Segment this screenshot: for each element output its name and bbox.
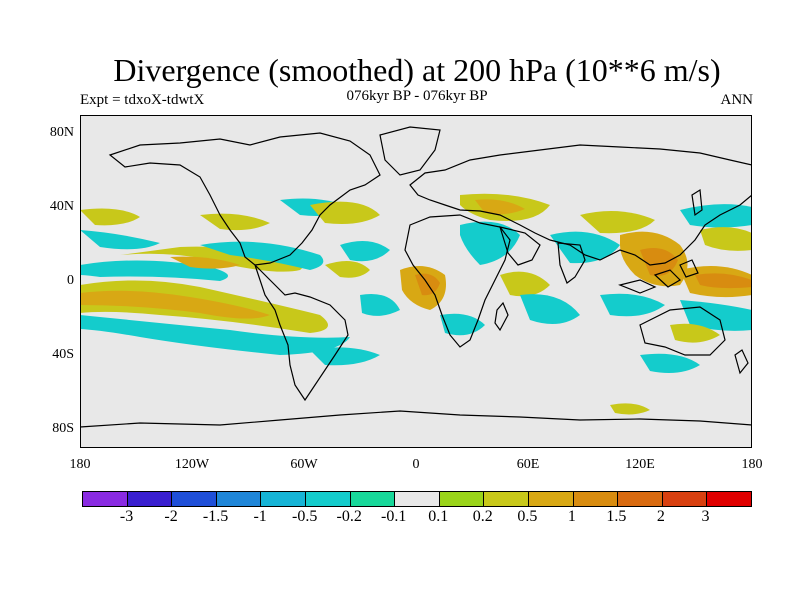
colorbar-swatch [662, 492, 708, 506]
y-axis-label: 40S [52, 346, 74, 362]
colorbar-swatch [573, 492, 619, 506]
colorbar-swatch [484, 492, 529, 506]
colorbar-swatch [528, 492, 574, 506]
colorbar-label: 2 [656, 508, 665, 525]
divergence-contour [340, 241, 390, 262]
y-axis-label: 80S [52, 420, 74, 436]
colorbar-label: -0.5 [291, 508, 318, 525]
colorbar-label: 1.5 [606, 508, 627, 525]
experiment-label: Expt = tdxoX-tdwtX [80, 92, 205, 108]
x-axis-label: 120E [625, 457, 655, 472]
divergence-contour [520, 294, 580, 324]
x-axis-label: 60E [516, 457, 540, 472]
divergence-contour [80, 290, 270, 319]
colorbar-swatch [83, 492, 128, 506]
colorbar-label: 0.1 [428, 508, 449, 525]
plot-title: Divergence (smoothed) at 200 hPa (10**6 … [113, 52, 721, 88]
colorbar-swatch [261, 492, 306, 506]
divergence-contour [80, 208, 140, 226]
colorbar-swatch [216, 492, 262, 506]
colorbar-label: -0.2 [336, 508, 362, 525]
y-axis-label: 0 [67, 272, 74, 288]
colorbar-swatch [172, 492, 217, 506]
colorbar-label: 1 [567, 508, 576, 525]
period-label: 076kyr BP - 076kyr BP [346, 88, 488, 104]
divergence-contour [460, 221, 520, 265]
divergence-contour [80, 230, 160, 250]
divergence-contour [310, 347, 380, 366]
coastlines [79, 126, 753, 428]
x-axis-label: 120W [174, 457, 210, 472]
divergence-contour [500, 271, 550, 297]
divergence-contour [610, 403, 650, 415]
season-label: ANN [720, 92, 754, 108]
colorbar-swatch [439, 492, 485, 506]
divergence-contour [580, 211, 655, 234]
divergence-contour [325, 261, 370, 278]
colorbar-label: 3 [701, 508, 710, 525]
divergence-contour [360, 294, 400, 316]
map-panel [79, 115, 753, 448]
colorbar-label: -2 [164, 508, 178, 525]
divergence-contour [640, 247, 678, 276]
colorbar-swatch [127, 492, 173, 506]
divergence-contour [600, 293, 665, 317]
colorbar-swatch [350, 492, 396, 506]
colorbar-swatch [305, 492, 351, 506]
colorbar-label: -3 [119, 508, 134, 525]
divergence-contour [80, 315, 350, 355]
divergence-fields [80, 193, 752, 415]
divergence-contour [695, 273, 752, 289]
x-axis-label: 180 [741, 457, 763, 472]
colorbar-swatch [395, 492, 440, 506]
divergence-contour [170, 256, 240, 269]
colorbar-label: -0.1 [381, 508, 407, 525]
colorbar-label: -1.5 [202, 508, 229, 525]
y-axis-label: 80N [49, 124, 74, 140]
divergence-contour [700, 227, 752, 251]
divergence-contour [475, 199, 525, 215]
x-axis-label: 180 [69, 457, 91, 472]
colorbar-swatch [707, 492, 751, 506]
colorbar-swatch [618, 492, 663, 506]
x-axis-label: 60W [290, 457, 318, 472]
divergence-contour [550, 231, 620, 264]
divergence-contour [680, 204, 752, 228]
divergence-contour [200, 213, 270, 231]
divergence-contour [640, 353, 700, 373]
colorbar [82, 491, 752, 507]
x-axis-label: 0 [412, 457, 420, 472]
colorbar-label: 0.5 [517, 508, 538, 525]
map-frame [80, 115, 752, 448]
colorbar-label: -1 [253, 508, 267, 525]
divergence-contour [670, 323, 720, 343]
divergence-map [79, 115, 753, 448]
colorbar-label: 0.2 [472, 508, 493, 525]
divergence-contour [200, 241, 324, 270]
y-axis-label: 40N [49, 198, 74, 214]
